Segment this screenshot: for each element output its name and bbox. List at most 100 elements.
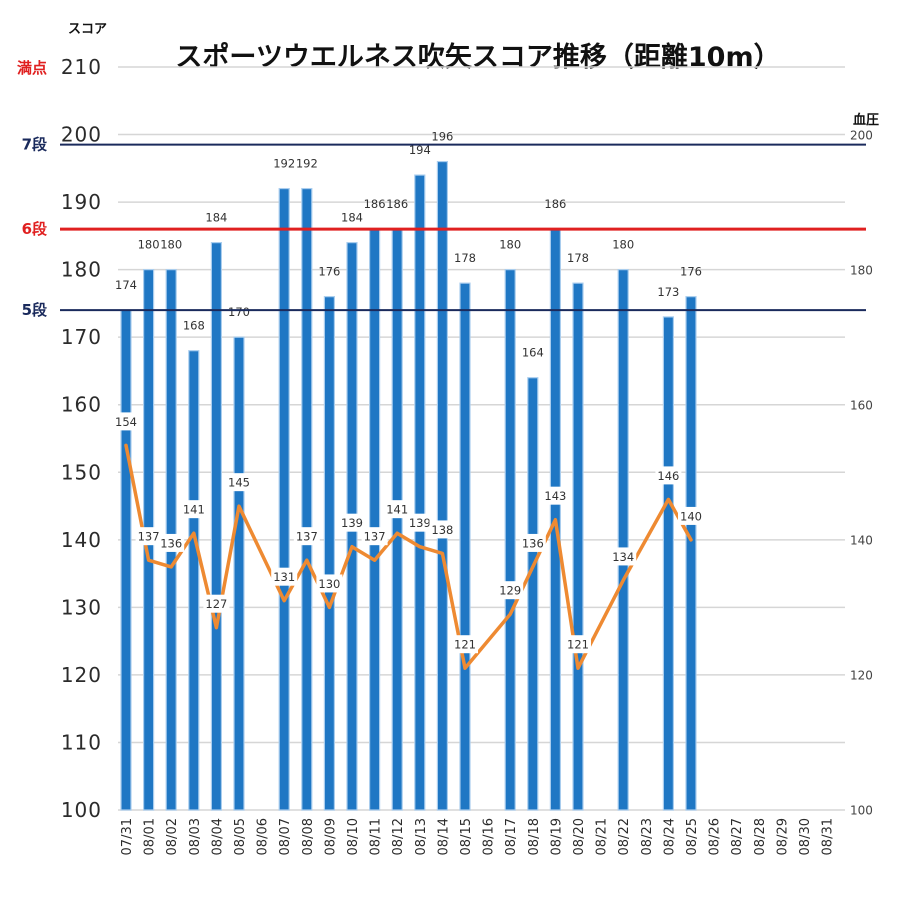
blood-pressure-label-bg [610, 547, 637, 566]
score-bar-label: 192 [296, 157, 318, 171]
y2-tick-label: 120 [850, 668, 873, 682]
blood-pressure-label: 145 [228, 476, 250, 490]
blood-pressure-label-bg [316, 574, 343, 593]
blood-pressure-label: 154 [115, 415, 137, 429]
blood-pressure-label: 131 [273, 570, 295, 584]
blood-pressure-label: 140 [680, 509, 702, 523]
y-tick-label: 140 [61, 528, 102, 552]
score-bar [369, 228, 381, 811]
score-bar [436, 160, 448, 811]
blood-pressure-label-bg [678, 506, 704, 525]
x-tick-label: 08/28 [753, 818, 768, 855]
blood-pressure-label-bg [271, 567, 298, 586]
score-bar-label: 174 [115, 278, 137, 292]
score-bar [414, 174, 426, 811]
score-bar [662, 316, 675, 811]
y-tick-label: 110 [61, 730, 102, 754]
reference-label: 6段 [22, 220, 47, 238]
blood-pressure-label: 134 [612, 550, 634, 564]
x-tick-label: 08/25 [685, 818, 700, 855]
score-bar-label: 168 [183, 319, 205, 333]
x-tick-label: 08/08 [301, 818, 316, 855]
score-bar-label: 178 [567, 251, 589, 265]
x-tick-label: 08/11 [369, 818, 384, 855]
blood-pressure-label-bg [406, 513, 433, 532]
x-tick-label: 08/18 [527, 818, 542, 855]
blood-pressure-label-bg [497, 581, 524, 600]
score-bar [120, 309, 132, 811]
x-tick-label: 08/30 [798, 818, 813, 855]
x-tick-label: 08/14 [436, 818, 451, 855]
blood-pressure-label: 146 [657, 469, 679, 483]
x-tick-label: 08/26 [708, 818, 723, 855]
x-tick-label: 07/31 [120, 818, 135, 855]
x-tick-label: 08/04 [210, 818, 225, 855]
x-tick-label: 08/05 [233, 818, 248, 855]
blood-pressure-label: 130 [318, 577, 340, 591]
blood-pressure-label-bg [339, 513, 365, 532]
blood-pressure-label: 136 [160, 536, 182, 550]
score-bar-label: 192 [273, 157, 295, 171]
x-tick-label: 08/22 [617, 818, 632, 855]
blood-pressure-label: 137 [296, 530, 318, 544]
reference-label: 7段 [22, 136, 47, 154]
score-bar [323, 296, 335, 811]
blood-pressure-label: 143 [544, 489, 566, 503]
score-bar-label: 176 [680, 265, 702, 279]
x-tick-label: 08/09 [323, 818, 338, 855]
score-bar [572, 282, 584, 811]
blood-pressure-label: 137 [138, 530, 160, 544]
reference-lines: 満点 7段 6段 5段 [17, 59, 866, 319]
x-tick-label: 08/21 [595, 818, 610, 855]
blood-pressure-label: 121 [567, 638, 589, 652]
y-tick-label: 200 [61, 123, 102, 147]
blood-pressure-label: 138 [431, 523, 453, 537]
score-bar [504, 269, 516, 811]
y-tick-label: 130 [61, 595, 102, 619]
score-bar [188, 350, 200, 811]
y-axis-ticks: 100 110 120 130 140 150 160 170 180 190 200 210 [61, 55, 102, 822]
gridlines [118, 66, 845, 811]
score-bar-label: 164 [522, 346, 544, 360]
score-bar-label: 186 [386, 197, 408, 211]
x-tick-label: 08/12 [391, 818, 406, 855]
blood-pressure-label-bg [293, 527, 320, 546]
x-axis-ticks: 07/31 08/01 08/02 08/03 08/04 08/05 08/06 08/07… [120, 818, 836, 855]
score-bar [459, 282, 471, 811]
y-tick-label: 180 [61, 258, 102, 282]
x-tick-label: 08/24 [662, 818, 677, 855]
score-bar [685, 296, 697, 811]
score-bar-label: 186 [364, 197, 386, 211]
x-tick-label: 08/31 [821, 818, 836, 855]
score-bar-label: 178 [454, 251, 476, 265]
blood-pressure-label-bg [361, 527, 388, 546]
blood-pressure-label-bg [226, 473, 252, 492]
x-tick-label: 08/07 [278, 818, 293, 855]
y2-tick-label: 100 [850, 804, 873, 818]
blood-pressure-label: 129 [499, 584, 521, 598]
x-tick-label: 08/06 [256, 818, 271, 855]
y2-axis-ticks: 100 120 140 160 180 200 [850, 128, 873, 817]
y2-tick-label: 160 [850, 398, 873, 412]
blood-pressure-label-bg [384, 500, 411, 519]
x-tick-label: 08/29 [775, 818, 790, 855]
blood-pressure-label: 139 [409, 516, 431, 530]
score-bar-label: 196 [431, 130, 453, 144]
y2-tick-label: 200 [850, 128, 873, 142]
blood-pressure-label: 139 [341, 516, 363, 530]
blood-pressure-label: 141 [183, 503, 205, 517]
y2-tick-label: 140 [850, 533, 873, 547]
reference-label: 満点 [17, 59, 47, 77]
y2-axis-label: 血圧 [853, 112, 879, 128]
x-tick-label: 08/13 [414, 818, 429, 855]
x-tick-label: 08/16 [482, 818, 497, 855]
blood-pressure-label-bg [203, 594, 230, 613]
reference-label: 5段 [22, 301, 47, 319]
blood-pressure-label-bg [565, 635, 591, 654]
score-bar-label: 186 [544, 197, 566, 211]
blood-pressure-label: 141 [386, 503, 408, 517]
score-bar [210, 242, 222, 811]
y-tick-label: 120 [61, 663, 102, 687]
x-tick-label: 08/27 [730, 818, 745, 855]
